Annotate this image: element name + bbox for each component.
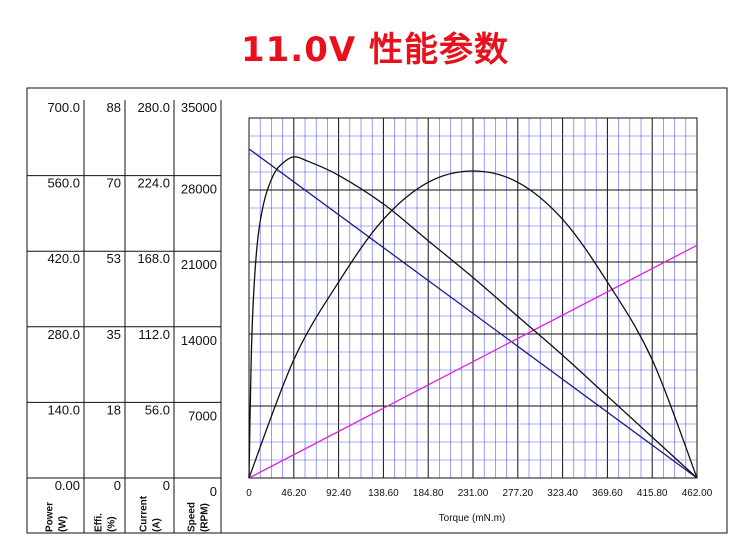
y-axis-title: Current (A) (139, 495, 163, 532)
y-tick-label-power: 0.00 (55, 478, 80, 493)
y-axis-title-name: Power (45, 502, 56, 532)
x-axis-ticks: 0 46.20 92.40 138.60 184.80 231.00 277.20 323.4… (246, 488, 713, 499)
y-tick-label-speed: 21000 (181, 257, 217, 272)
x-tick-label: 46.20 (281, 488, 306, 499)
y-axis-title-name: Speed (187, 502, 198, 532)
y-axis-title: Effi. (%) (94, 513, 118, 532)
y-tick-label-speed: 0 (210, 484, 217, 499)
x-tick-label: 92.40 (326, 488, 351, 499)
plot-curves (248, 148, 698, 479)
y-tick-label-power: 140.0 (47, 402, 80, 417)
x-tick-label: 184.80 (413, 488, 444, 499)
y-tick-label-current: 112.0 (138, 327, 170, 342)
y-tick-label-effi: 0 (114, 478, 121, 493)
y-axis-title: Speed (RPM) (187, 502, 211, 532)
series-line-power (248, 170, 698, 479)
series-line-speed (248, 148, 698, 479)
y-axis-title-unit: (W) (58, 516, 69, 532)
y-tick-label-current: 56.0 (145, 402, 170, 417)
x-tick-label: 323.40 (547, 488, 578, 499)
y-tick-label-current: 280.0 (137, 100, 170, 115)
y-tick-label-speed: 28000 (181, 182, 217, 197)
x-tick-label: 415.80 (637, 488, 668, 499)
y-tick-label-effi: 35 (107, 327, 121, 342)
y-tick-label-speed: 35000 (181, 100, 217, 115)
chart-frame (26, 87, 728, 534)
y-axis-title-unit: (A) (152, 518, 163, 532)
outer-frame (26, 87, 728, 534)
y-axis-title-unit: (%) (107, 516, 118, 532)
x-tick-label: 0 (246, 488, 252, 499)
y-tick-label-power: 420.0 (47, 251, 80, 266)
x-axis-label: Torque (mN.m) (439, 513, 506, 524)
y-tick-label-speed: 14000 (181, 333, 217, 348)
y-tick-label-effi: 88 (107, 100, 121, 115)
x-tick-label: 462.00 (682, 488, 713, 499)
y-tick-label-power: 280.0 (47, 327, 80, 342)
series-line-current (248, 244, 698, 479)
y-axis-title-name: Current (139, 495, 150, 532)
plot-border (248, 117, 698, 479)
y-tick-label-current: 0 (163, 478, 170, 493)
y-axis-title-name: Effi. (94, 513, 105, 532)
axis-panel: 700.0 560.0 420.0 280.0 140.0 0.00 Power (W) 88 7… (27, 100, 222, 533)
y-tick-label-current: 224.0 (137, 176, 170, 191)
x-tick-label: 277.20 (503, 488, 534, 499)
x-tick-label: 231.00 (458, 488, 489, 499)
y-tick-label-effi: 53 (107, 251, 121, 266)
y-tick-label-effi: 70 (107, 176, 121, 191)
y-tick-label-speed: 7000 (188, 408, 217, 423)
y-tick-label-power: 700.0 (47, 100, 80, 115)
y-tick-label-power: 560.0 (47, 176, 80, 191)
chart-title: 11.0V 性能参数 (240, 30, 510, 70)
x-tick-label: 138.60 (368, 488, 399, 499)
x-tick-label: 369.60 (592, 488, 623, 499)
series-line-effi (248, 156, 698, 479)
y-tick-label-effi: 18 (107, 402, 121, 417)
y-tick-label-current: 168.0 (137, 251, 170, 266)
plot-grid (248, 117, 698, 479)
y-axis-title: Power (W) (45, 502, 69, 532)
y-axis-title-unit: (RPM) (200, 503, 211, 532)
